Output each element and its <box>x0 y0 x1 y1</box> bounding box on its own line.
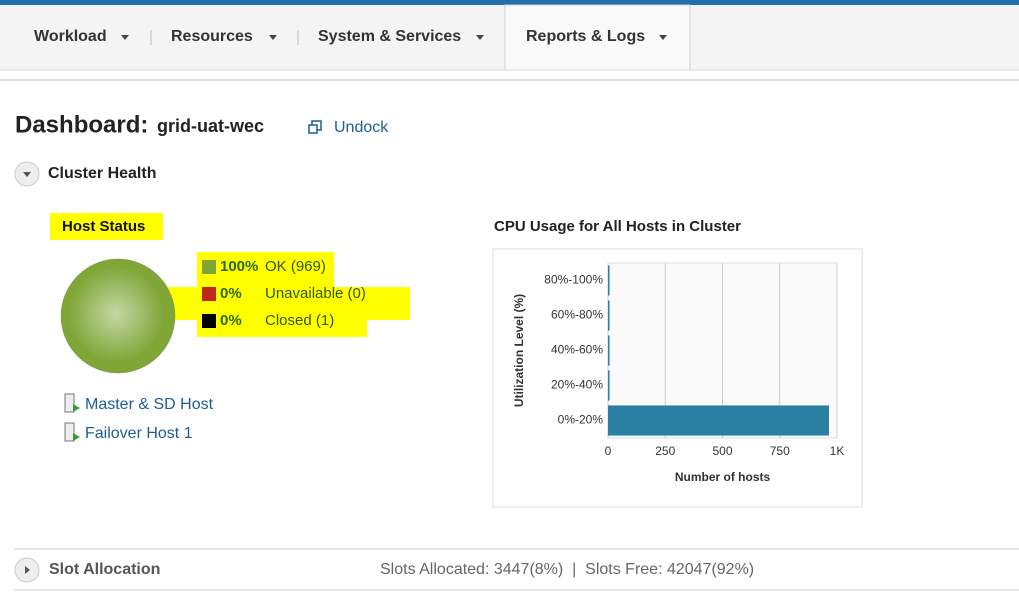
legend-percent: 0% <box>220 312 242 329</box>
bar <box>608 265 610 296</box>
x-tick-label: 1K <box>830 444 845 458</box>
legend-label: Closed (1) <box>265 312 334 329</box>
y-tick-label: 40%-60% <box>551 343 603 357</box>
bar <box>608 300 610 331</box>
page-title: Dashboard: <box>15 111 148 138</box>
bar <box>608 335 610 366</box>
bar <box>608 370 610 401</box>
legend-label: Unavailable (0) <box>265 285 366 302</box>
x-tick-label: 250 <box>655 444 675 458</box>
y-tick-label: 0%-20% <box>558 413 604 427</box>
x-tick-label: 0 <box>605 444 612 458</box>
host-status-pie <box>60 258 176 374</box>
section-title[interactable]: Cluster Health <box>48 165 156 182</box>
host-icon <box>64 422 80 442</box>
highlight <box>165 252 410 337</box>
legend-percent: 0% <box>220 285 242 302</box>
nav-item[interactable]: Reports & Logs <box>526 28 645 45</box>
x-tick-label: 750 <box>770 444 790 458</box>
undock-link[interactable]: Undock <box>334 119 389 136</box>
top-bar <box>0 0 1019 5</box>
host-link[interactable]: Failover Host 1 <box>85 425 193 442</box>
section-title[interactable]: Slot Allocation <box>49 561 160 578</box>
legend-label: OK (969) <box>265 258 326 275</box>
x-tick-label: 500 <box>712 444 732 458</box>
y-tick-label: 80%-100% <box>544 273 603 287</box>
highlight <box>50 213 163 240</box>
legend-swatch <box>202 287 216 301</box>
slot-summary: Slots Allocated: 3447(8%) | Slots Free: … <box>380 561 754 578</box>
nav-item[interactable]: Workload <box>34 28 107 45</box>
legend-swatch <box>202 314 216 328</box>
y-tick-label: 60%-80% <box>551 308 603 322</box>
nav-item[interactable]: Resources <box>171 28 253 45</box>
x-axis-label: Number of hosts <box>675 470 771 484</box>
cpu-chart: 0 250 500 750 1K 80%-100% 60%-80% 40%-60% 20%-40… <box>512 262 845 484</box>
nav-tab-active <box>504 4 691 71</box>
chart-title: CPU Usage for All Hosts in Cluster <box>494 218 741 235</box>
bar <box>608 405 829 436</box>
cluster-name: grid-uat-wec <box>157 116 264 136</box>
y-axis-label: Utilization Level (%) <box>512 294 526 407</box>
legend-percent: 100% <box>220 258 258 275</box>
host-status-title: Host Status <box>62 218 145 235</box>
legend-swatch <box>202 260 216 274</box>
host-icon <box>64 393 80 413</box>
host-link[interactable]: Master & SD Host <box>85 396 214 413</box>
pie-slice <box>60 258 176 374</box>
y-tick-label: 20%-40% <box>551 378 603 392</box>
nav-item[interactable]: System & Services <box>318 28 461 45</box>
undock-icon[interactable] <box>308 120 322 134</box>
